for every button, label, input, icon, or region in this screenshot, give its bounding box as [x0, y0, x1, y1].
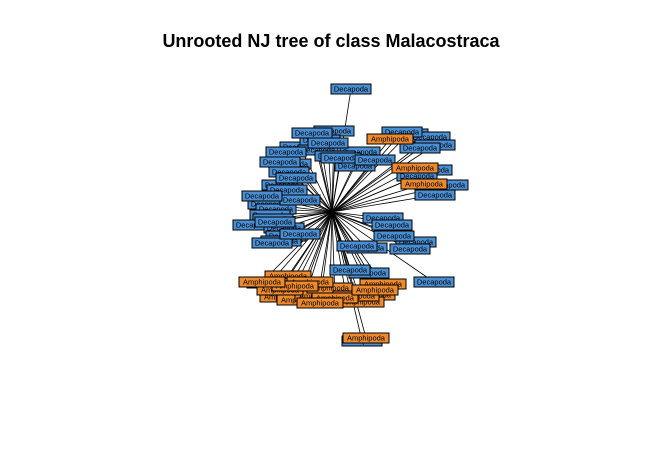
tip-label-decapoda: Decapoda: [279, 228, 321, 240]
svg-text:Decapoda: Decapoda: [255, 239, 290, 248]
tree-tips: DecapodaDecapodaDecapodaDecapodaDecapoda…: [232, 83, 469, 347]
svg-text:Decapoda: Decapoda: [259, 205, 294, 214]
svg-text:Decapoda: Decapoda: [283, 230, 318, 239]
plot-title: Unrooted NJ tree of class Malacostraca: [162, 31, 500, 51]
tip-label-decapoda: Decapoda: [329, 264, 371, 276]
tip-label-amphipoda: Amphipoda: [391, 162, 439, 174]
svg-text:Amphipoda: Amphipoda: [311, 284, 350, 293]
tip-label-decapoda: Decapoda: [354, 154, 396, 166]
tree-branch: [331, 131, 403, 213]
svg-text:Decapoda: Decapoda: [334, 85, 369, 94]
svg-text:Amphipoda: Amphipoda: [347, 334, 386, 343]
svg-text:Decapoda: Decapoda: [375, 221, 410, 230]
svg-text:Amphipoda: Amphipoda: [342, 298, 381, 307]
tree-branch: [331, 144, 436, 213]
tip-label-decapoda: Decapoda: [254, 216, 296, 228]
svg-text:Decapoda: Decapoda: [301, 146, 336, 155]
svg-text:Decapoda: Decapoda: [340, 242, 375, 251]
tip-label-decapoda: Decapoda: [399, 142, 441, 154]
tip-label-decapoda: Decapoda: [291, 127, 333, 139]
tip-label-amphipoda: Amphipoda: [351, 284, 399, 296]
tip-label-decapoda: Decapoda: [279, 194, 321, 206]
svg-text:Amphipoda: Amphipoda: [364, 280, 403, 289]
svg-text:Decapoda: Decapoda: [403, 144, 438, 153]
tree-branch: [331, 147, 421, 213]
svg-text:Decapoda: Decapoda: [311, 139, 346, 148]
tree-branch: [261, 211, 333, 283]
svg-text:Decapoda: Decapoda: [431, 181, 466, 190]
svg-text:Amphipoda: Amphipoda: [301, 299, 340, 308]
svg-text:Decapoda: Decapoda: [267, 224, 302, 233]
tip-label-amphipoda: Amphipoda: [296, 297, 344, 309]
tip-label-decapoda: Decapoda: [413, 276, 455, 288]
tip-label-amphipoda: Amphipoda: [238, 276, 286, 288]
svg-text:Decapoda: Decapoda: [333, 266, 368, 275]
svg-text:Decapoda: Decapoda: [343, 148, 378, 157]
svg-text:Decapoda: Decapoda: [393, 245, 428, 254]
tip-label-decapoda: Decapoda: [307, 137, 349, 149]
svg-text:Decapoda: Decapoda: [358, 156, 393, 165]
tree-branch: [331, 133, 409, 213]
svg-text:Decapoda: Decapoda: [295, 129, 330, 138]
svg-text:Amphipoda: Amphipoda: [356, 286, 395, 295]
svg-text:Decapoda: Decapoda: [417, 278, 452, 287]
tip-label-decapoda: Decapoda: [265, 146, 307, 158]
svg-text:Decapoda: Decapoda: [269, 148, 304, 157]
tip-label-decapoda: Decapoda: [414, 189, 456, 201]
tree-branch: [331, 211, 363, 342]
svg-text:Decapoda: Decapoda: [324, 154, 359, 163]
svg-text:Decapoda: Decapoda: [385, 128, 420, 137]
tip-label-decapoda: Decapoda: [371, 219, 413, 231]
svg-text:Decapoda: Decapoda: [377, 232, 412, 241]
tree-branch: [331, 211, 357, 297]
svg-text:Decapoda: Decapoda: [400, 172, 435, 181]
svg-text:Decapoda: Decapoda: [245, 192, 280, 201]
svg-text:Decapoda: Decapoda: [263, 158, 298, 167]
tip-label-amphipoda: Amphipoda: [366, 133, 414, 145]
tip-label-decapoda: Decapoda: [275, 172, 317, 184]
svg-text:Amphipoda: Amphipoda: [396, 164, 435, 173]
tip-label-decapoda: Decapoda: [251, 237, 293, 249]
tree-branch: [309, 211, 333, 283]
svg-text:Decapoda: Decapoda: [272, 168, 307, 177]
svg-text:Decapoda: Decapoda: [283, 196, 318, 205]
svg-text:Decapoda: Decapoda: [366, 214, 401, 223]
svg-text:Decapoda: Decapoda: [413, 133, 448, 142]
svg-text:Decapoda: Decapoda: [338, 162, 373, 171]
tip-label-amphipoda: Amphipoda: [342, 332, 390, 344]
tree-branch: [331, 165, 356, 213]
tip-label-decapoda: Decapoda: [259, 156, 301, 168]
svg-text:Decapoda: Decapoda: [258, 218, 293, 227]
tip-label-decapoda: Decapoda: [330, 83, 372, 95]
svg-text:Decapoda: Decapoda: [399, 238, 434, 247]
svg-text:Decapoda: Decapoda: [270, 186, 305, 195]
svg-text:Amphipoda: Amphipoda: [405, 180, 444, 189]
tip-label-amphipoda: Amphipoda: [400, 178, 448, 190]
tip-label-decapoda: Decapoda: [336, 240, 378, 252]
svg-text:Amphipoda: Amphipoda: [371, 135, 410, 144]
tip-label-decapoda: Decapoda: [241, 190, 283, 202]
svg-text:Decapoda: Decapoda: [236, 221, 271, 230]
svg-text:Decapoda: Decapoda: [418, 191, 453, 200]
svg-text:Decapoda: Decapoda: [279, 174, 314, 183]
tip-label-decapoda: Decapoda: [373, 230, 415, 242]
tip-label-decapoda: Decapoda: [389, 243, 431, 255]
svg-text:Amphipoda: Amphipoda: [243, 278, 282, 287]
svg-text:Amphipoda: Amphipoda: [276, 282, 315, 291]
svg-text:Decapoda: Decapoda: [317, 127, 352, 136]
svg-text:Amphipoda: Amphipoda: [269, 272, 308, 281]
